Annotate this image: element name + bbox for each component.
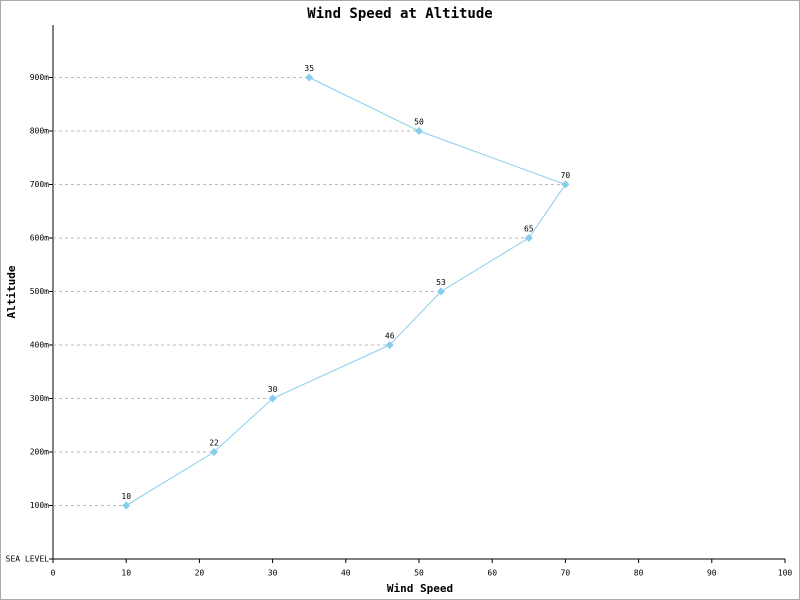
y-tick-label: 400m (30, 341, 49, 350)
data-label: 65 (524, 225, 534, 234)
data-label: 10 (121, 492, 131, 501)
data-label: 53 (436, 278, 446, 287)
data-point (122, 501, 131, 510)
x-tick-label: 60 (487, 569, 497, 578)
data-point (210, 448, 219, 456)
y-tick-label: 200m (30, 448, 49, 457)
y-tick-label: 800m (30, 127, 49, 136)
data-point (305, 73, 314, 82)
x-tick-label: 90 (707, 569, 717, 578)
y-axis-title: Altitude (5, 265, 18, 318)
data-label: 35 (304, 64, 314, 73)
data-label: 50 (414, 118, 424, 127)
data-point (385, 341, 394, 349)
chart-title: Wind Speed at Altitude (307, 6, 492, 22)
x-tick-label: 50 (414, 569, 424, 578)
data-label: 30 (268, 385, 278, 394)
x-tick-label: 100 (778, 569, 793, 578)
data-point (436, 287, 445, 296)
y-tick-label: 100m (30, 501, 49, 510)
data-point (524, 234, 533, 242)
y-tick-label: 300m (30, 394, 49, 403)
data-label: 70 (561, 171, 571, 180)
x-tick-label: 30 (268, 569, 278, 578)
data-point (268, 394, 277, 403)
data-label: 22 (209, 439, 219, 448)
x-tick-label: 0 (51, 569, 56, 578)
data-label: 46 (385, 332, 395, 341)
x-tick-label: 20 (195, 569, 205, 578)
data-point (561, 180, 570, 189)
y-tick-label: 600m (30, 234, 49, 243)
y-tick-label: SEA LEVEL (6, 555, 50, 564)
x-axis-title: Wind Speed (387, 582, 453, 595)
y-tick-label: 700m (30, 180, 49, 189)
x-tick-label: 10 (121, 569, 131, 578)
x-tick-label: 70 (561, 569, 571, 578)
x-tick-label: 80 (634, 569, 644, 578)
x-tick-label: 40 (341, 569, 351, 578)
y-tick-label: 500m (30, 287, 49, 296)
y-tick-label: 900m (30, 73, 49, 82)
data-point (415, 127, 423, 135)
